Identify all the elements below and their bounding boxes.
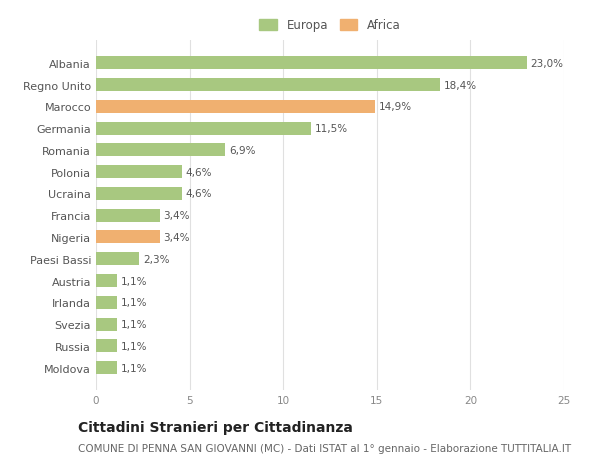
Text: 18,4%: 18,4%	[444, 80, 478, 90]
Text: 1,1%: 1,1%	[121, 319, 147, 329]
Bar	[96, 361, 116, 374]
Bar	[96, 252, 139, 266]
Bar	[96, 340, 116, 353]
Bar	[96, 318, 116, 331]
Bar	[96, 101, 375, 114]
Text: 1,1%: 1,1%	[121, 276, 147, 286]
Bar	[96, 166, 182, 179]
Text: 14,9%: 14,9%	[379, 102, 412, 112]
Text: COMUNE DI PENNA SAN GIOVANNI (MC) - Dati ISTAT al 1° gennaio - Elaborazione TUTT: COMUNE DI PENNA SAN GIOVANNI (MC) - Dati…	[78, 443, 571, 453]
Text: 23,0%: 23,0%	[530, 59, 563, 69]
Bar	[96, 187, 182, 201]
Text: 3,4%: 3,4%	[163, 232, 190, 242]
Text: 1,1%: 1,1%	[121, 297, 147, 308]
Bar	[96, 209, 160, 222]
Bar	[96, 79, 440, 92]
Text: 4,6%: 4,6%	[186, 189, 212, 199]
Legend: Europa, Africa: Europa, Africa	[259, 19, 401, 32]
Text: 6,9%: 6,9%	[229, 146, 256, 156]
Text: 2,3%: 2,3%	[143, 254, 169, 264]
Bar	[96, 57, 527, 70]
Bar	[96, 144, 225, 157]
Text: 3,4%: 3,4%	[163, 211, 190, 221]
Text: 1,1%: 1,1%	[121, 341, 147, 351]
Bar	[96, 123, 311, 135]
Text: 1,1%: 1,1%	[121, 363, 147, 373]
Text: Cittadini Stranieri per Cittadinanza: Cittadini Stranieri per Cittadinanza	[78, 420, 353, 434]
Bar	[96, 296, 116, 309]
Bar	[96, 274, 116, 287]
Text: 11,5%: 11,5%	[315, 124, 348, 134]
Text: 4,6%: 4,6%	[186, 167, 212, 177]
Bar	[96, 231, 160, 244]
